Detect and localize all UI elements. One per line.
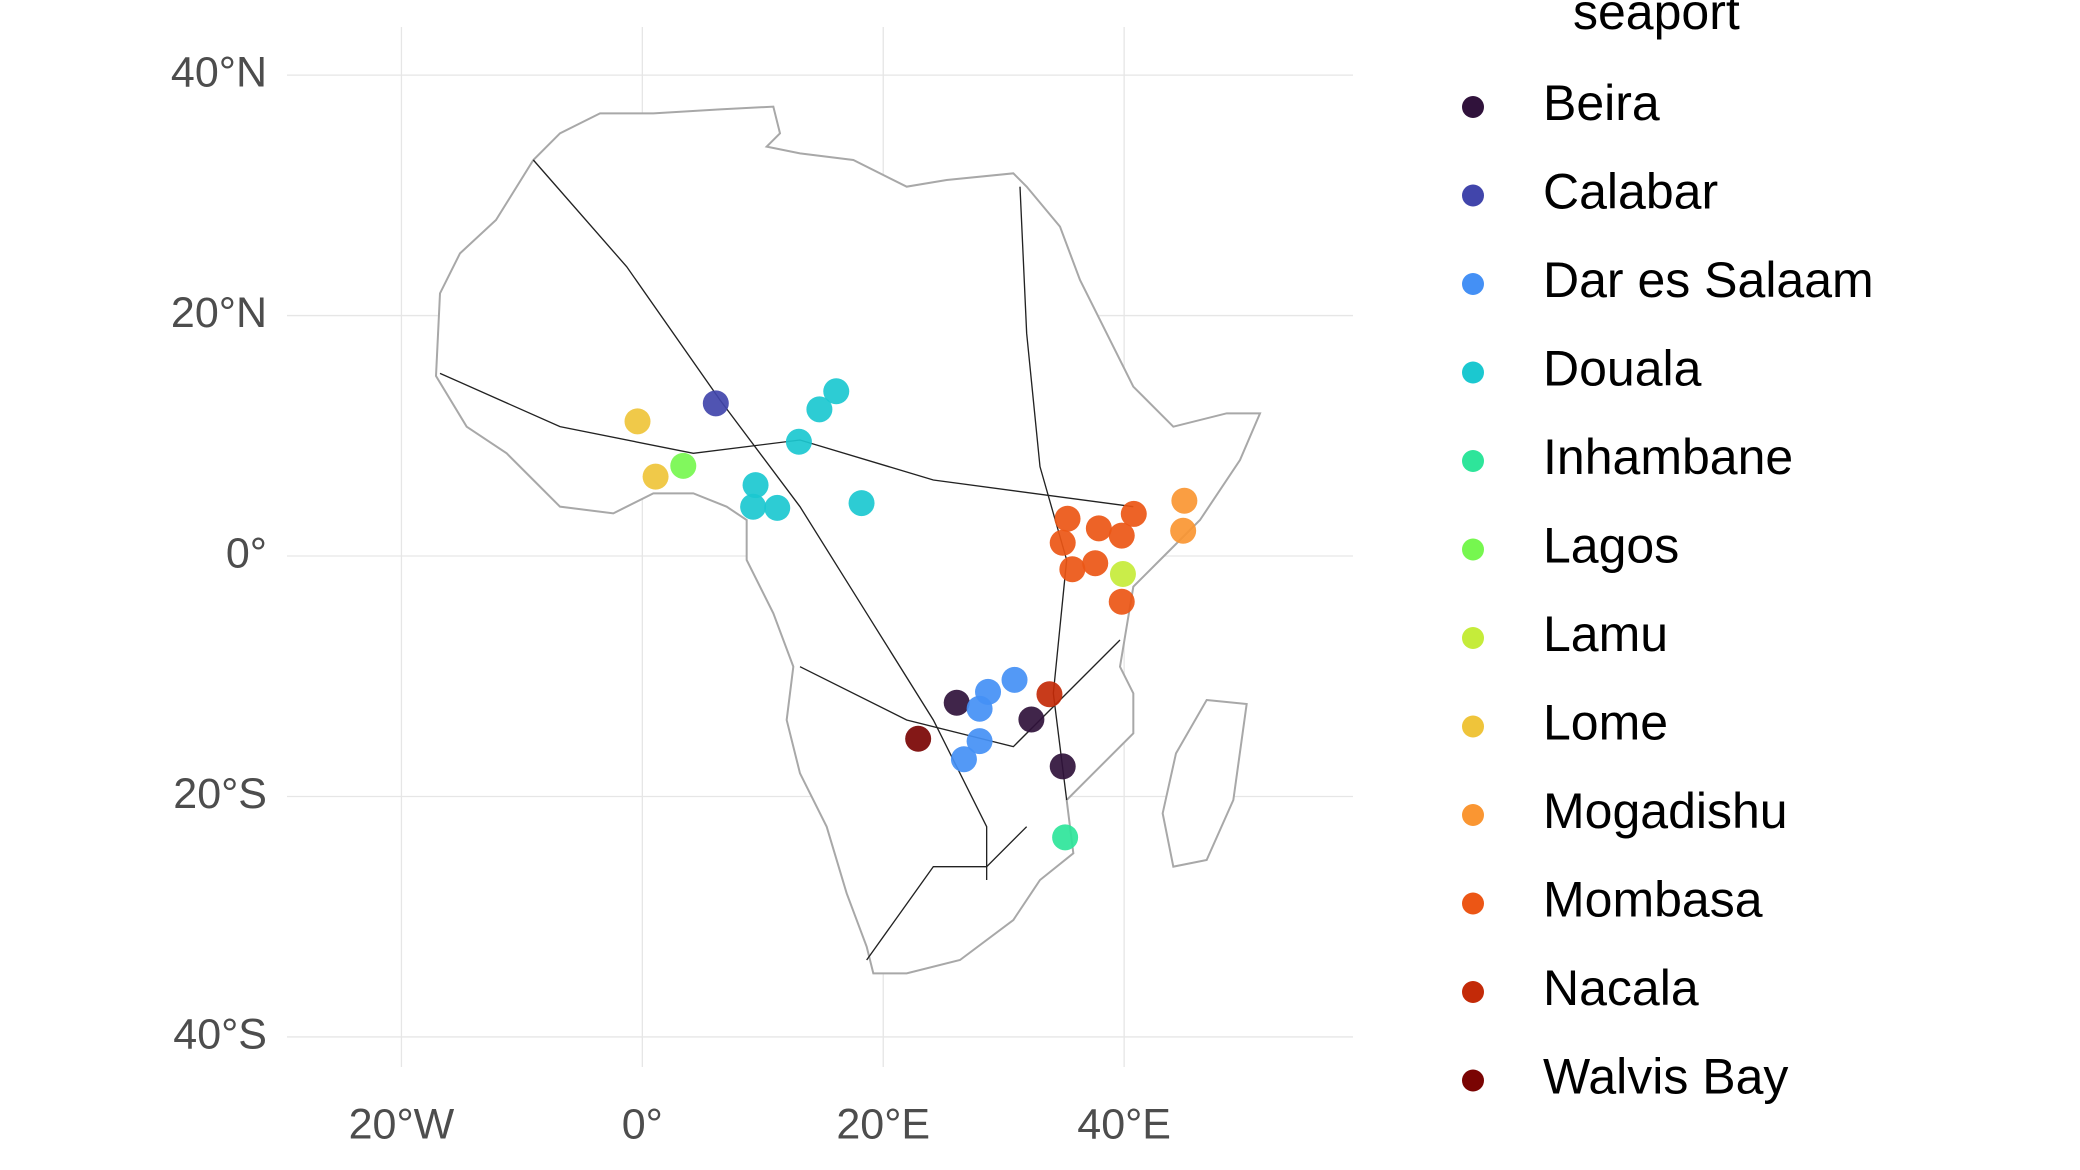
legend-label: Calabar bbox=[1543, 164, 1718, 220]
port-point bbox=[966, 728, 993, 755]
port-point bbox=[1036, 681, 1063, 708]
legend-label: Walvis Bay bbox=[1543, 1049, 1788, 1105]
legend-marker bbox=[1462, 538, 1484, 561]
port-point bbox=[975, 678, 1002, 705]
legend-label: Mombasa bbox=[1543, 872, 1763, 928]
port-point bbox=[670, 452, 697, 479]
legend-label: Lome bbox=[1543, 695, 1668, 751]
legend-label: Inhambane bbox=[1543, 429, 1793, 485]
port-point bbox=[1054, 505, 1081, 532]
port-point bbox=[1108, 522, 1135, 549]
y-tick-label: 0° bbox=[226, 529, 267, 577]
railways bbox=[439, 159, 1134, 961]
port-point bbox=[740, 493, 767, 520]
port-point bbox=[1082, 550, 1109, 577]
port-point bbox=[1109, 561, 1136, 588]
legend-marker bbox=[1462, 361, 1484, 384]
port-point bbox=[1049, 753, 1076, 780]
legend-marker bbox=[1462, 892, 1484, 915]
legend-label: Lagos bbox=[1543, 518, 1679, 574]
port-point bbox=[950, 746, 977, 773]
legend-marker bbox=[1462, 804, 1484, 826]
port-point bbox=[1170, 517, 1197, 544]
legend-label: Douala bbox=[1543, 341, 1702, 397]
port-point bbox=[624, 408, 651, 435]
legend-label: Mogadishu bbox=[1543, 783, 1788, 839]
legend-marker bbox=[1462, 1069, 1484, 1092]
legend-marker bbox=[1462, 627, 1484, 649]
y-tick-label: 40°N bbox=[171, 48, 267, 96]
africa-outline bbox=[434, 105, 1262, 975]
port-point bbox=[823, 378, 850, 405]
legend-marker bbox=[1462, 450, 1484, 472]
legend-label: Nacala bbox=[1543, 960, 1699, 1016]
port-point bbox=[1001, 666, 1028, 693]
x-tick-label: 20°E bbox=[836, 1100, 930, 1148]
port-point bbox=[1108, 588, 1135, 615]
port-point bbox=[848, 490, 875, 517]
y-tick-label: 20°S bbox=[173, 770, 267, 818]
port-point bbox=[1049, 529, 1076, 556]
legend-marker bbox=[1462, 96, 1484, 118]
x-tick-label: 20°W bbox=[349, 1100, 455, 1148]
port-point bbox=[702, 390, 729, 417]
legend-label: Lamu bbox=[1543, 606, 1668, 662]
port-point bbox=[785, 428, 812, 455]
port-point bbox=[1085, 515, 1112, 542]
y-tick-label: 20°N bbox=[171, 289, 267, 337]
port-point bbox=[1171, 487, 1198, 514]
legend-marker bbox=[1462, 184, 1484, 207]
x-tick-label: 0° bbox=[622, 1100, 663, 1148]
port-point bbox=[742, 472, 769, 499]
port-point bbox=[1059, 556, 1086, 583]
legend-marker bbox=[1462, 715, 1484, 738]
x-tick-label: 40°E bbox=[1077, 1100, 1171, 1148]
port-point bbox=[905, 725, 932, 752]
basemap bbox=[434, 105, 1262, 975]
port-point bbox=[1120, 500, 1147, 527]
madagascar-outline bbox=[1161, 698, 1248, 868]
port-point bbox=[1018, 706, 1045, 733]
port-point bbox=[642, 463, 669, 490]
y-tick-label: 40°S bbox=[173, 1010, 267, 1058]
port-point bbox=[943, 689, 970, 716]
legend-title: seaport bbox=[1573, 0, 1740, 40]
legend-label: Beira bbox=[1543, 75, 1660, 131]
port-point bbox=[806, 396, 833, 423]
legend-marker bbox=[1462, 273, 1484, 295]
port-point bbox=[1052, 824, 1079, 851]
port-point bbox=[764, 494, 791, 521]
legend-label: Dar es Salaam bbox=[1543, 252, 1874, 308]
legend-marker bbox=[1462, 981, 1484, 1003]
